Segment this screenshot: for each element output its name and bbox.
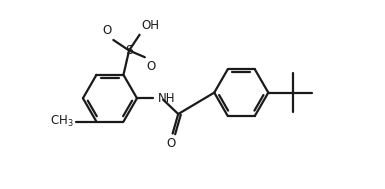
Text: O: O [146,60,156,73]
Text: CH$_3$: CH$_3$ [50,114,74,129]
Text: O: O [166,137,176,150]
Text: O: O [102,24,112,37]
Text: NH: NH [158,92,176,105]
Text: S: S [125,44,133,57]
Text: OH: OH [141,19,159,33]
